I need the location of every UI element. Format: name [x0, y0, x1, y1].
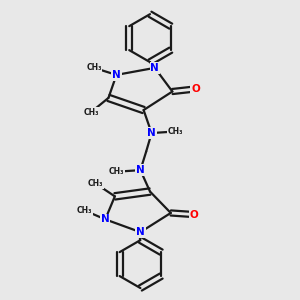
Text: CH₃: CH₃: [86, 63, 102, 72]
Text: CH₃: CH₃: [168, 127, 183, 136]
Text: CH₃: CH₃: [109, 167, 124, 176]
Text: N: N: [147, 128, 156, 138]
Text: N: N: [136, 165, 145, 175]
Text: N: N: [112, 70, 121, 80]
Text: N: N: [101, 214, 110, 224]
Text: N: N: [150, 63, 159, 73]
Text: CH₃: CH₃: [88, 179, 103, 188]
Text: N: N: [136, 227, 145, 237]
Text: CH₃: CH₃: [77, 206, 92, 215]
Text: O: O: [191, 84, 200, 94]
Text: O: O: [189, 210, 198, 220]
Text: CH₃: CH₃: [83, 108, 99, 117]
